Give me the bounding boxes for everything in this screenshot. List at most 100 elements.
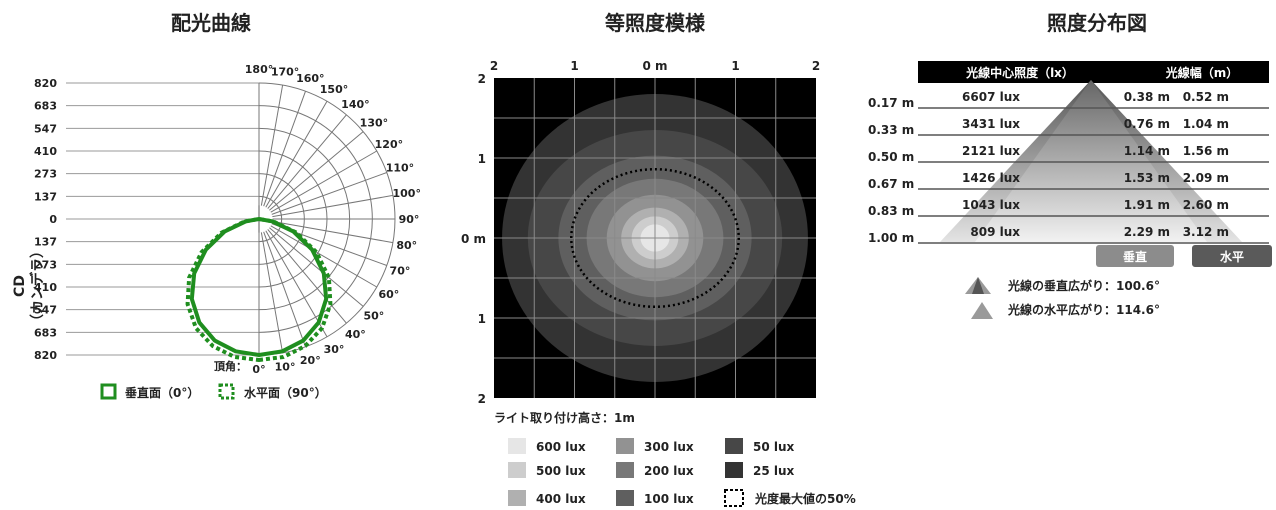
angle-tick-label: 140° (341, 98, 369, 111)
curve-horizontal-plane (185, 217, 333, 362)
beam-width-horizontal: 1.56 m (1183, 144, 1229, 158)
angle-tick-label: 120° (375, 138, 403, 151)
legend-swatch-600 (508, 438, 526, 454)
polar-spoke (269, 131, 364, 211)
isolux-title: 等照度模様 (605, 11, 706, 35)
polar-panel: 配光曲線 82068354741027313701372734105476838… (12, 11, 421, 400)
beam-width-vertical: 0.76 m (1124, 117, 1170, 131)
angle-tick-label: 50° (364, 309, 385, 322)
radial-tick-label: 820 (34, 77, 57, 90)
beam-width-horizontal: 1.04 m (1183, 117, 1229, 131)
center-lux-value: 6607 lux (962, 90, 1020, 104)
polar-spoke (270, 225, 378, 288)
radial-tick-label: 410 (34, 145, 57, 158)
legend-label-500: 500 lux (536, 464, 586, 478)
legend-label-50: 50 lux (753, 440, 795, 454)
distance-label: 0.33 m (868, 123, 914, 137)
vertical-spread-label: 光線の垂直広がり：100.6° (1007, 278, 1160, 293)
beam-width-horizontal: 2.60 m (1183, 198, 1229, 212)
isolux-grid (494, 78, 816, 398)
polar-curves (185, 217, 333, 362)
half-max-contour (570, 167, 740, 309)
legend-swatch-25 (725, 462, 743, 478)
center-lux-value: 3431 lux (962, 117, 1020, 131)
polar-spoke (260, 232, 284, 354)
polar-ylabel-unit: （カンデラ） (29, 244, 46, 328)
polar-spoke (270, 150, 378, 213)
header-beam-width: 光線幅（m） (1165, 65, 1239, 80)
angle-tick-label: 180° (245, 63, 273, 76)
radial-tick-label: 273 (34, 258, 57, 271)
polar-ylabel-cd: CD (12, 275, 28, 297)
horizontal-spread-icon (971, 302, 993, 319)
angle-tick-label: 100° (392, 187, 420, 200)
legend-swatch-300 (616, 438, 634, 454)
polar-spoke (267, 114, 347, 209)
horizontal-button[interactable] (1192, 245, 1272, 267)
center-lux-value: 2121 lux (962, 144, 1020, 158)
beam-width-horizontal: 2.09 m (1183, 171, 1229, 185)
isolux-y-tick: 1 (478, 312, 486, 326)
radial-tick-labels: 820 683 547 410 273 137 0 137 273 410 547 683 820 (34, 77, 57, 362)
angle-tick-label: 70° (390, 264, 411, 277)
polar-spoke (272, 194, 394, 218)
polar-spoke (272, 220, 394, 244)
angle-tick-label: 80° (396, 239, 417, 252)
vertical-spread-icon (965, 277, 991, 294)
distance-label: 0.67 m (868, 177, 914, 191)
beam-width-horizontal: 3.12 m (1183, 225, 1229, 239)
radial-tick-label: 410 (34, 281, 57, 294)
distribution-panel: 照度分布図 光線中心照度（lx） 光線幅（m） 0.17 m 6607 lux 0.… (868, 11, 1272, 319)
mount-height-label: ライト取り付け高さ：1m (494, 410, 635, 425)
polar-spoke (267, 229, 347, 324)
legend-label-horizontal: 水平面（90°） (244, 385, 327, 400)
polar-spoke (260, 84, 284, 206)
distance-label: 1.00 m (868, 231, 914, 245)
beam-width-vertical: 2.29 m (1124, 225, 1170, 239)
radial-tick-label: 547 (34, 304, 57, 317)
legend-swatch-vertical (100, 383, 117, 400)
beam-width-horizontal: 0.52 m (1183, 90, 1229, 104)
legend-swatch-50 (725, 438, 743, 454)
angle-tick-label: 60° (378, 288, 399, 301)
legend-label-half-max: 光度最大値の50% (754, 491, 856, 506)
distance-label: 0.83 m (868, 204, 914, 218)
radial-tick-label: 273 (34, 168, 57, 181)
distance-label: 0.17 m (868, 96, 914, 110)
polar-spoke (263, 91, 306, 207)
angle-tick-label: 90° (399, 213, 420, 226)
angle-tick-label: 30° (324, 343, 345, 356)
center-lux-value: 1426 lux (962, 171, 1020, 185)
center-lux-value: 1043 lux (962, 198, 1020, 212)
radial-tick-label: 547 (34, 122, 57, 135)
legend-label-100: 100 lux (644, 492, 694, 506)
isolux-x-tick: 2 (490, 59, 498, 73)
isolux-y-tick: 2 (478, 392, 486, 406)
legend-swatch-100 (616, 490, 634, 506)
beam-width-vertical: 0.38 m (1124, 90, 1170, 104)
legend-swatch-half-max (724, 489, 744, 507)
angle-tick-label: 40° (345, 328, 366, 341)
isolux-y-tick: 0 m (461, 232, 486, 246)
radial-tick-label: 683 (34, 326, 57, 339)
angle-tick-label: 150° (320, 83, 348, 96)
angle-tick-labels: 0° 10° 20°30°40° 50° 60° 70° 80° 90° 100° 110° 120… (245, 63, 421, 376)
vertical-button-label: 垂直 (1123, 249, 1147, 264)
distribution-rows: 0.17 m 6607 lux 0.38 m 0.52 m 0.33 m 3431 lux… (868, 90, 1269, 245)
curve-vertical-plane (189, 217, 329, 357)
isolux-x-tick: 0 m (642, 59, 667, 73)
beam-width-vertical: 1.53 m (1124, 171, 1170, 185)
legend-swatch-500 (508, 462, 526, 478)
polar-spoke (265, 230, 328, 338)
horizontal-button-label: 水平 (1220, 249, 1244, 264)
isolux-rings (502, 94, 808, 382)
radial-tick-label: 137 (34, 236, 57, 249)
polar-spoke (265, 100, 328, 208)
isolux-x-tick: 1 (731, 59, 739, 73)
polar-spoke (271, 172, 387, 215)
horizontal-spread-label: 光線の水平広がり：114.6° (1007, 302, 1160, 317)
table-header-bar (918, 61, 1269, 83)
radial-tick-label: 820 (34, 349, 57, 362)
vertical-button[interactable] (1096, 245, 1174, 267)
